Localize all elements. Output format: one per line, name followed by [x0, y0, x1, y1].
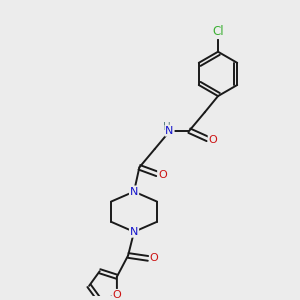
Text: N: N: [165, 126, 174, 136]
Text: N: N: [130, 187, 138, 196]
Text: O: O: [112, 290, 121, 300]
Text: N: N: [130, 187, 138, 196]
Text: O: O: [158, 170, 167, 180]
Text: N: N: [130, 227, 138, 237]
Text: Cl: Cl: [212, 25, 224, 38]
Text: O: O: [208, 135, 217, 146]
Text: H: H: [163, 122, 171, 132]
Text: O: O: [150, 254, 158, 263]
